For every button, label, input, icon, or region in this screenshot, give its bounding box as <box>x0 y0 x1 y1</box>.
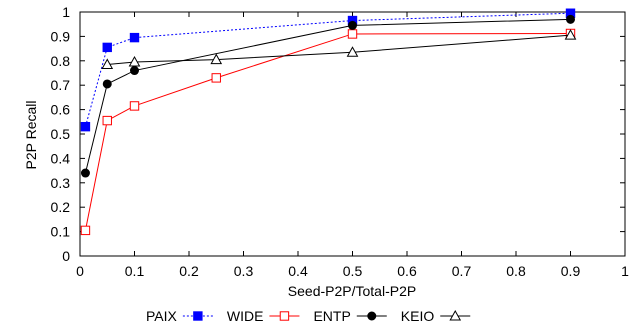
data-point <box>210 53 223 65</box>
y-tick-label: 1 <box>62 4 70 20</box>
legend-label: WIDE <box>227 308 264 324</box>
data-point <box>80 121 91 132</box>
data-point <box>348 20 357 30</box>
x-tick-label: 0.7 <box>452 263 472 279</box>
x-axis-title: Seed-P2P/Total-P2P <box>288 283 416 299</box>
x-tick-label: 0.4 <box>288 263 308 279</box>
x-tick-label: 0.6 <box>397 263 417 279</box>
data-point <box>129 32 140 43</box>
legend-marker <box>279 311 290 321</box>
x-tick-label: 0 <box>76 263 84 279</box>
legend-label: ENTP <box>313 308 350 324</box>
data-point <box>129 101 140 111</box>
y-tick-label: 0.8 <box>51 53 71 69</box>
data-point <box>128 55 141 67</box>
x-tick-label: 1 <box>621 263 629 279</box>
x-axis-ticks: 0 0.1 0.2 0.3 0.4 0.5 0.6 0.7 0.8 0.9 1 <box>76 12 629 279</box>
y-tick-label: 0.4 <box>51 150 71 166</box>
data-point <box>130 66 139 76</box>
y-tick-label: 0.3 <box>51 175 71 191</box>
series-entp <box>80 14 575 178</box>
data-point <box>80 168 90 178</box>
y-tick-label: 0.1 <box>51 224 71 240</box>
legend-marker <box>449 309 462 321</box>
series-keio <box>101 29 577 69</box>
data-point <box>102 42 112 53</box>
data-point <box>346 46 359 57</box>
x-tick-label: 0.3 <box>234 263 254 279</box>
y-tick-label: 0.7 <box>51 77 71 93</box>
y-tick-label: 0.2 <box>51 199 71 215</box>
y-tick-label: 0.5 <box>51 126 71 142</box>
x-tick-label: 0.5 <box>343 263 363 279</box>
series-wide <box>80 28 576 236</box>
legend: PAIX WIDE ENTP KEIO <box>146 308 471 324</box>
data-point <box>347 29 358 39</box>
x-tick-label: 0.9 <box>561 263 581 279</box>
series-line <box>107 34 571 65</box>
data-point <box>566 14 575 24</box>
data-point <box>102 115 112 126</box>
y-axis-ticks: 0 0.1 0.2 0.3 0.4 0.5 0.6 0.7 0.8 0.9 1 <box>51 4 625 264</box>
y-tick-label: 0.6 <box>51 102 71 118</box>
series-paix <box>80 8 576 132</box>
y-tick-label: 0.9 <box>51 28 71 44</box>
x-tick-label: 0.2 <box>179 263 199 279</box>
legend-label: PAIX <box>146 308 178 324</box>
x-tick-label: 0.1 <box>125 263 145 279</box>
legend-label: KEIO <box>401 308 435 324</box>
data-point <box>101 58 114 69</box>
y-tick-label: 0 <box>62 248 70 264</box>
data-point <box>102 79 112 89</box>
data-point <box>80 225 91 236</box>
data-series <box>80 8 577 236</box>
data-point <box>564 29 577 40</box>
legend-marker <box>367 311 377 321</box>
data-point <box>211 73 221 83</box>
x-tick-label: 0.8 <box>506 263 526 279</box>
y-axis-title: P2P Recall <box>23 100 39 169</box>
series-line <box>84 32 571 231</box>
legend-marker <box>193 311 203 321</box>
